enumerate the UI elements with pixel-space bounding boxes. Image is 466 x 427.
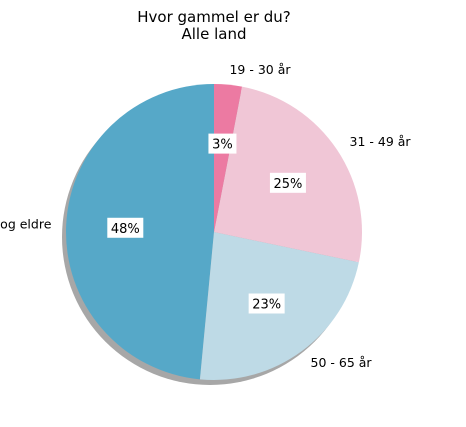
slice-percent-text: 48% <box>111 222 140 237</box>
chart-title: Hvor gammel er du? <box>137 8 291 26</box>
slice-percent-label: 25% <box>269 172 306 193</box>
pie-labels: 66 og eldre 48% 50 - 65 år 23% 31 - 49 år 25%… <box>0 62 411 370</box>
slice-category-label: 66 og eldre <box>0 216 52 231</box>
slice-category-label: 19 - 30 år <box>229 62 291 77</box>
chart-subtitle: Alle land <box>182 25 247 43</box>
slice-percent-box <box>107 217 144 238</box>
pie-slice <box>214 84 243 232</box>
slice-percent-box <box>208 133 237 154</box>
slice-percent-text: 3% <box>212 138 233 153</box>
slice-percent-box <box>269 172 306 193</box>
slice-percent-box <box>248 293 285 314</box>
slice-percent-text: 23% <box>252 298 281 313</box>
slice-percent-label: 3% <box>208 133 237 154</box>
slice-percent-text: 25% <box>273 177 302 192</box>
slice-category-label: 50 - 65 år <box>311 355 373 370</box>
slice-percent-label: 48% <box>107 217 144 238</box>
slice-category-label: 31 - 49 år <box>350 134 412 149</box>
slice-percent-label: 23% <box>248 293 285 314</box>
